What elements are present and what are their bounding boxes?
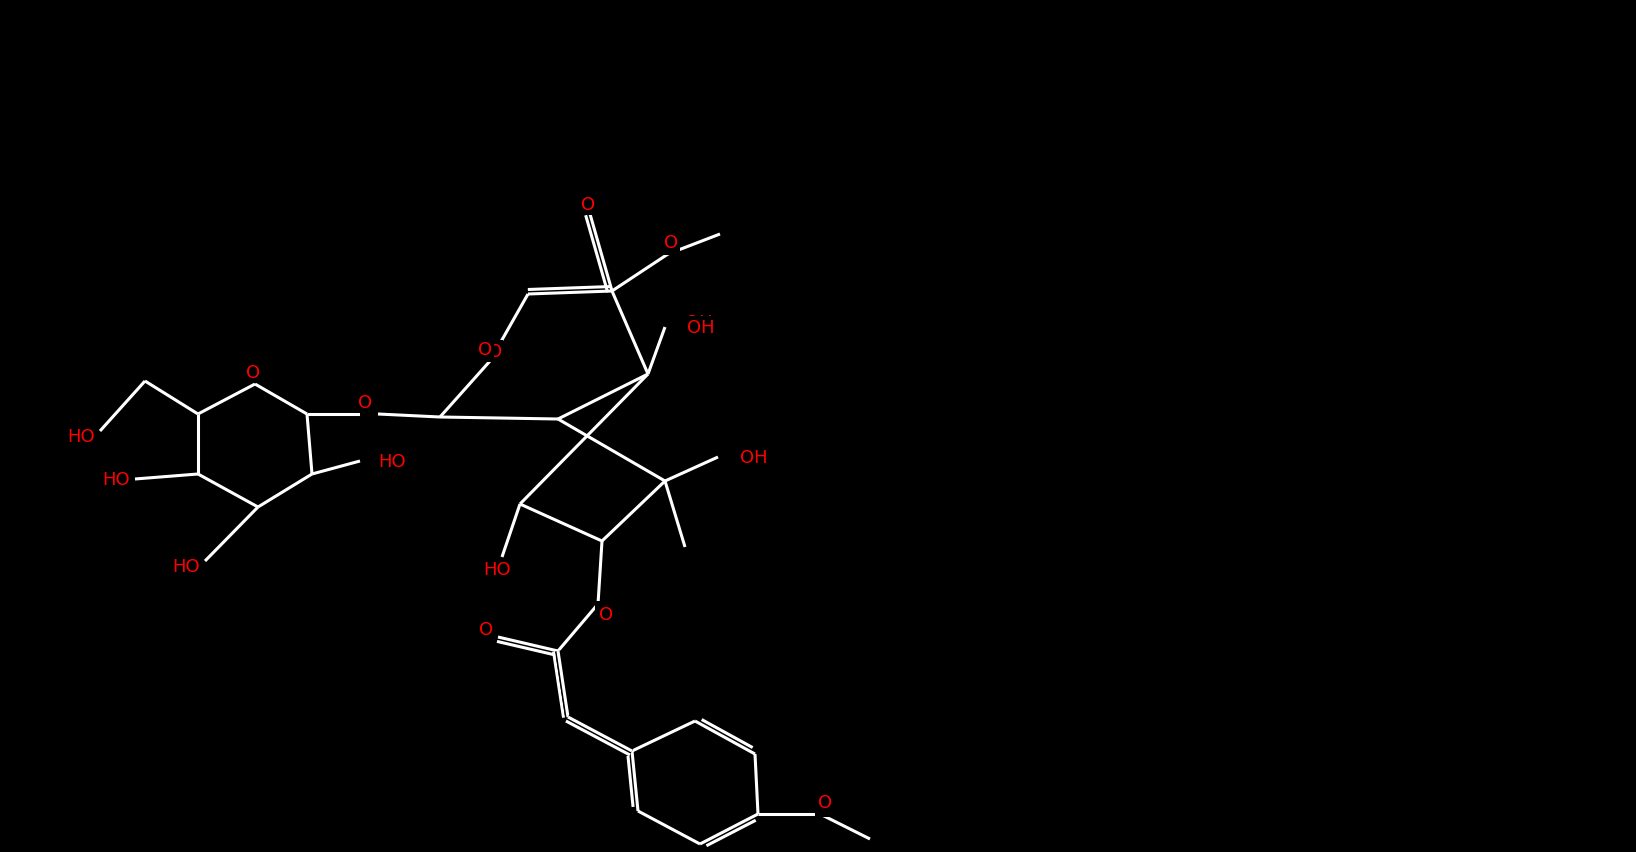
- Text: HO: HO: [103, 470, 129, 488]
- Text: O: O: [478, 341, 492, 359]
- Text: O: O: [479, 620, 492, 638]
- Text: O: O: [581, 196, 596, 214]
- Text: HO: HO: [67, 428, 95, 446]
- Text: O: O: [597, 603, 610, 621]
- Text: O: O: [578, 193, 592, 212]
- Text: O: O: [664, 233, 677, 251]
- Text: O: O: [816, 797, 829, 815]
- Text: HO: HO: [172, 557, 200, 575]
- Text: O: O: [489, 343, 502, 360]
- Text: O: O: [599, 605, 614, 624]
- Text: OH: OH: [738, 446, 766, 464]
- Text: HO: HO: [483, 561, 510, 579]
- Text: O: O: [358, 394, 371, 412]
- Text: O: O: [245, 364, 260, 382]
- Text: O: O: [818, 793, 833, 811]
- Text: OH: OH: [685, 314, 713, 331]
- Text: O: O: [362, 398, 375, 416]
- Text: O: O: [479, 624, 492, 642]
- Text: OH: OH: [687, 319, 715, 337]
- Text: O: O: [664, 236, 677, 254]
- Text: HO: HO: [378, 452, 406, 470]
- Text: HO: HO: [380, 454, 407, 473]
- Text: OH: OH: [739, 448, 767, 466]
